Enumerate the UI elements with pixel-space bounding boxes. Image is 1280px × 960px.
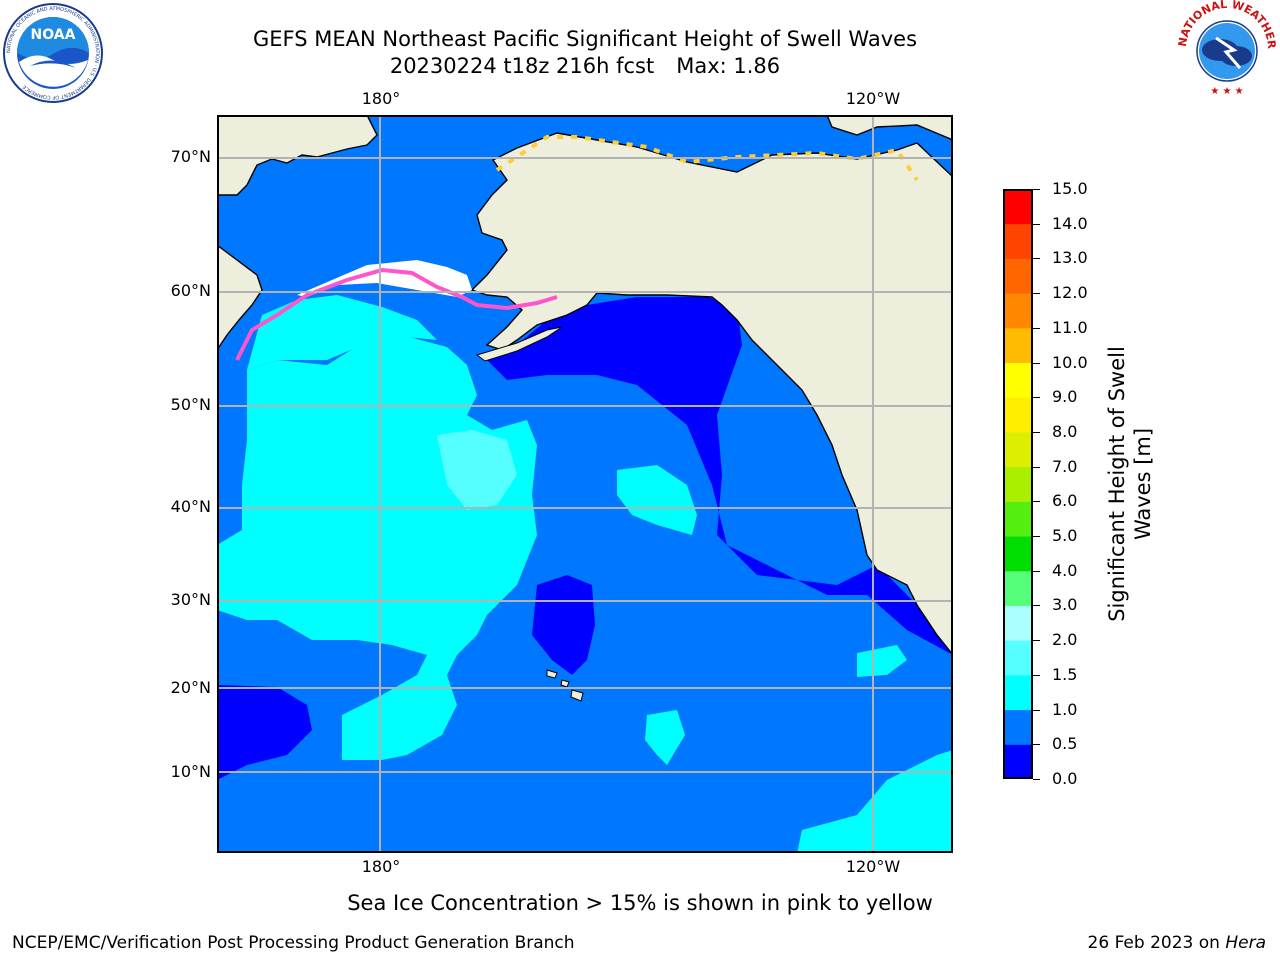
colorbar-label-line1: Significant Height of Swell (1105, 346, 1129, 622)
colorbar-tick-label: 2.0 (1052, 630, 1078, 650)
lat-label-40n: 40°N (170, 497, 211, 516)
colorbar-segment (1003, 570, 1033, 606)
colorbar-segment (1003, 536, 1033, 572)
footer-machine: Hera (1225, 933, 1266, 953)
colorbar-segment (1003, 640, 1033, 676)
land-kamchatka (216, 243, 263, 353)
colorbar-tick-label: 1.0 (1052, 699, 1078, 719)
noaa-logo: NOAA NATIONAL OCEANIC AND ATMOSPHERIC AD… (2, 2, 104, 104)
colorbar-segment (1003, 674, 1033, 711)
swell-region-0-0.5-coast (487, 297, 953, 655)
colorbar-tick-label: 3.0 (1052, 595, 1078, 615)
colorbar-tick-label: 7.0 (1052, 456, 1078, 476)
lat-label-60n: 60°N (170, 281, 211, 300)
svg-text:★ ★ ★: ★ ★ ★ (1210, 86, 1243, 97)
colorbar-tick-mark (1033, 431, 1040, 433)
lon-label-top-180: 180° (361, 89, 401, 108)
lon-label-top-120w: 120°W (845, 89, 901, 108)
map-border (217, 115, 953, 853)
colorbar-tick-label: 4.0 (1052, 560, 1078, 580)
map-title: GEFS MEAN Northeast Pacific Significant … (252, 27, 918, 51)
colorbar-tick-label: 0.0 (1052, 769, 1078, 788)
colorbar-tick-label: 10.0 (1052, 352, 1088, 372)
swell-region-1.0-1.5-north (247, 295, 437, 370)
colorbar-tick-mark (1033, 640, 1040, 642)
colorbar-tick-mark (1033, 709, 1040, 711)
colorbar-tick-label: 12.0 (1052, 283, 1088, 303)
colorbar-tick-label: 1.5 (1052, 664, 1078, 684)
colorbar-tick-mark (1033, 605, 1040, 607)
lat-label-70n: 70°N (170, 147, 211, 166)
colorbar-segment (1003, 293, 1033, 329)
colorbar-tick-mark (1033, 570, 1040, 572)
colorbar-tick-mark (1033, 674, 1040, 676)
lon-label-bottom-120w: 120°W (845, 857, 901, 876)
colorbar-tick-mark (1033, 744, 1040, 746)
colorbar-tick-label: 5.0 (1052, 526, 1078, 546)
colorbar-tick-label: 0.5 (1052, 734, 1078, 754)
max-value: Max: 1.86 (676, 54, 781, 78)
lat-label-10n: 10°N (170, 762, 211, 781)
colorbar-segment (1003, 431, 1033, 468)
lat-label-20n: 20°N (170, 678, 211, 697)
map-graticule (217, 115, 953, 853)
swell-region-1.0-1.5-east (857, 645, 907, 677)
colorbar-segment (1003, 223, 1033, 259)
swell-region-1.0-1.5-tropical (645, 710, 685, 765)
lon-label-bottom-180: 180° (361, 857, 401, 876)
footer-producer: NCEP/EMC/Verification Post Processing Pr… (12, 933, 575, 953)
colorbar-tick-mark (1033, 397, 1040, 399)
colorbar-segment (1003, 744, 1033, 780)
sea-ice-note: Sea Ice Concentration > 15% is shown in … (347, 891, 933, 915)
colorbar-segment (1003, 258, 1033, 294)
forecast-run: 20230224 t18z 216h fcst (389, 54, 655, 78)
colorbar-segment (1003, 362, 1033, 398)
colorbar-tick-label: 13.0 (1052, 248, 1088, 268)
footer-date: 26 Feb 2023 on Hera (1088, 933, 1266, 953)
colorbar-tick-mark (1033, 362, 1040, 364)
footer-date-text: 26 Feb 2023 on (1087, 933, 1226, 953)
colorbar-segment (1003, 327, 1033, 364)
colorbar-tick-mark (1033, 501, 1040, 503)
bering-sea-open-water (297, 260, 472, 297)
colorbar-segment (1003, 501, 1033, 537)
colorbar-tick-mark (1033, 258, 1040, 260)
noaa-logo-text: NOAA (31, 27, 76, 43)
land-aleutians (475, 326, 563, 362)
nws-logo: NATIONAL WEATHER SERVICE ★ ★ ★ (1172, 0, 1278, 100)
colorbar-tick-label: 15.0 (1052, 179, 1088, 198)
sea-ice-edge (235, 267, 558, 361)
colorbar-tick-label: 14.0 (1052, 213, 1088, 233)
colorbar-label-line2: Waves [m] (1131, 427, 1155, 541)
colorbar-tick-mark (1033, 466, 1040, 468)
colorbar-tick-mark (1033, 536, 1040, 538)
swell-region-1.0-1.5-central (617, 465, 697, 535)
colorbar-tick-label: 8.0 (1052, 421, 1078, 441)
swell-region-1.0-1.5-southeast (797, 750, 953, 853)
colorbar-tick-mark (1033, 327, 1040, 329)
colorbar-tick-label: 11.0 (1052, 317, 1088, 337)
colorbar-tick-mark (1033, 293, 1040, 295)
colorbar-tick-label: 9.0 (1052, 387, 1078, 407)
lat-label-30n: 30°N (170, 590, 211, 609)
colorbar-segment (1003, 709, 1033, 745)
colorbar-segment (1003, 189, 1033, 225)
swell-region-0-0.5-southwest (217, 685, 312, 780)
colorbar-tick-mark (1033, 779, 1040, 780)
colorbar-label: Significant Height of Swell Waves [m] (1104, 346, 1156, 622)
colorbar-segment (1003, 397, 1033, 433)
colorbar-segment (1003, 605, 1033, 641)
swell-height-map (216, 114, 954, 853)
map-subtitle: 20230224 t18z 216h fcst Max: 1.86 (0, 54, 1170, 78)
colorbar-segment (1003, 466, 1033, 502)
colorbar-tick-mark (1033, 223, 1040, 225)
colorbar-tick-mark (1033, 189, 1040, 190)
lat-label-50n: 50°N (170, 395, 211, 414)
colorbar (1003, 189, 1033, 780)
swell-region-1.5-2.0 (437, 430, 517, 510)
colorbar-tick-label: 6.0 (1052, 491, 1078, 511)
